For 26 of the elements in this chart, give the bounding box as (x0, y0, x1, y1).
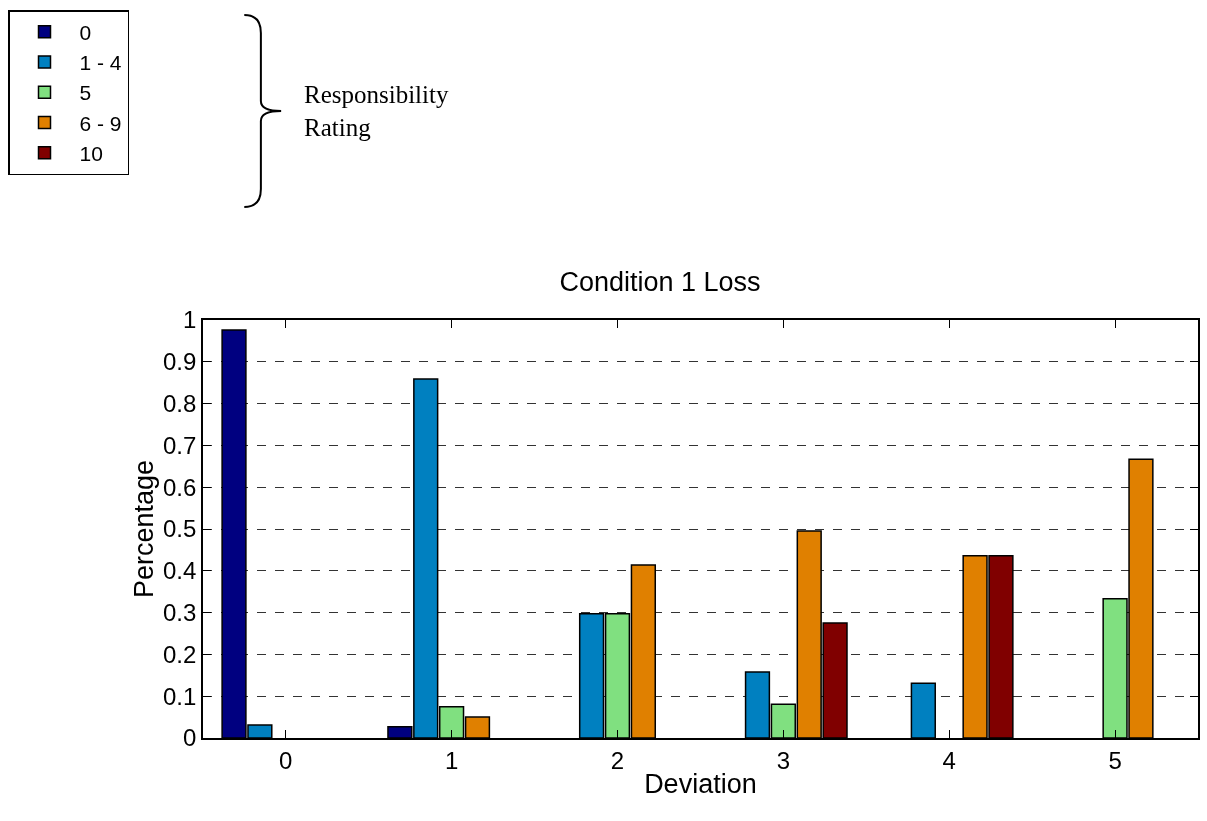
x-tick-label: 5 (1108, 746, 1122, 774)
y-tick-label: 0.8 (162, 390, 197, 417)
y-tick-label: 0.6 (162, 473, 197, 501)
x-tick-label: 1 (444, 746, 459, 774)
x-axis-title: Deviation (644, 769, 757, 800)
legend-label: 10 (79, 142, 103, 166)
legend-label: 1 - 4 (79, 51, 122, 75)
legend-label: 0 (79, 20, 92, 44)
legend-label: 5 (79, 81, 92, 105)
y-axis-title: Percentage (129, 459, 159, 599)
chart-title: Condition 1 Loss (559, 267, 761, 298)
y-tick-label: 0.5 (162, 515, 197, 543)
x-tick-label: 4 (942, 746, 956, 774)
x-tick-label: 3 (776, 746, 791, 774)
y-tick-label: 1 (182, 306, 197, 334)
legend-title: Responsibility Rating (304, 81, 449, 141)
y-tick-label: 0.2 (162, 640, 197, 668)
y-tick-label: 0.7 (162, 431, 197, 459)
y-tick-label: 0.9 (162, 348, 197, 376)
legend-label: 6 - 9 (79, 111, 122, 135)
y-tick-label: 0 (182, 724, 197, 752)
y-tick-label: 0.4 (162, 557, 197, 585)
y-tick-label: 0.1 (162, 682, 197, 710)
x-tick-label: 2 (610, 746, 625, 774)
y-tick-label: 0.3 (162, 599, 197, 626)
x-tick-label: 0 (279, 746, 293, 774)
